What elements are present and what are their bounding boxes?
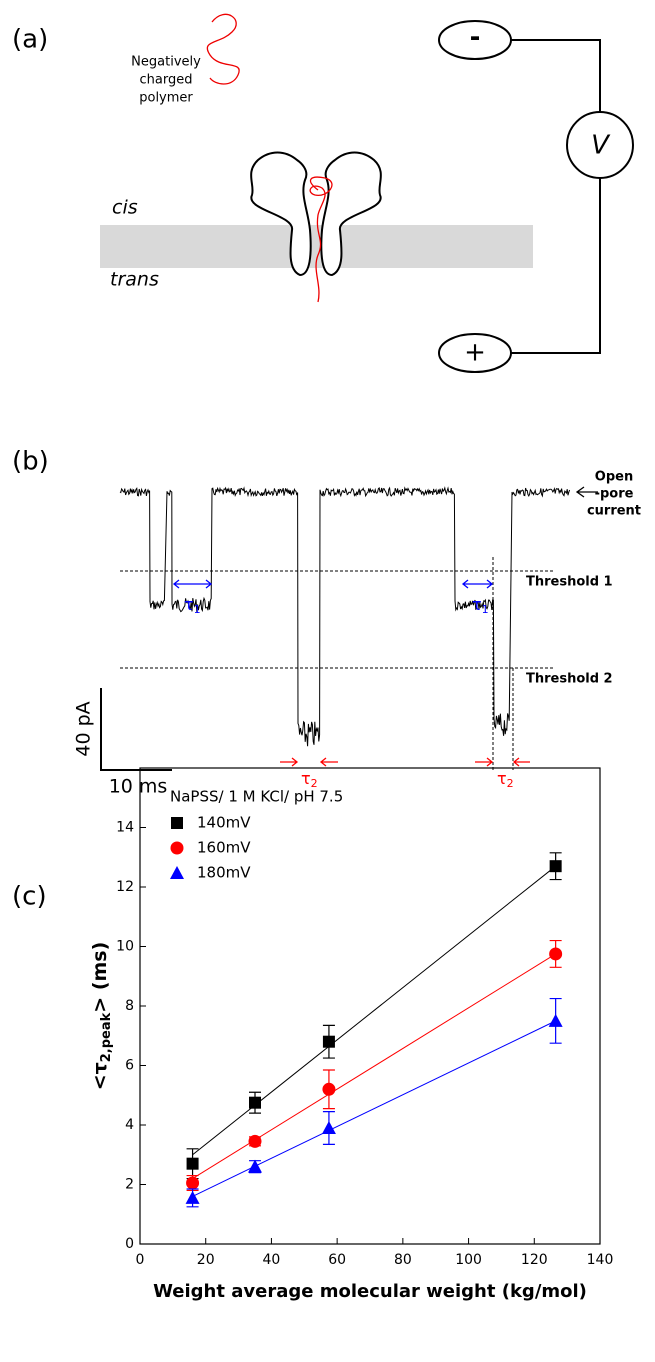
marker xyxy=(549,860,562,873)
tau-symbol: τ xyxy=(301,769,311,788)
y-label-part: > (ms) xyxy=(89,942,111,1013)
voltage-label: V xyxy=(591,131,611,161)
legend-title: NaPSS/ 1 M KCl/ pH 7.5 xyxy=(170,788,343,806)
marker xyxy=(249,1096,261,1109)
y-tick-label: 8 xyxy=(125,998,134,1014)
panel-label: (a) xyxy=(12,25,48,55)
tau-subscript: 1 xyxy=(482,603,489,616)
tau2-label: τ2 xyxy=(497,769,514,791)
x-tick-label: 0 xyxy=(136,1252,145,1268)
marker xyxy=(170,866,184,879)
polymer-in-pore xyxy=(309,176,333,303)
fit-line xyxy=(192,865,556,1156)
y-tick-label: 14 xyxy=(116,820,134,836)
electrode xyxy=(438,20,512,60)
panel-b: (b) Open -pore current Threshold 1 Thres… xyxy=(12,447,641,798)
y-tick-label: 4 xyxy=(125,1117,134,1133)
pore-half xyxy=(320,151,382,277)
panel-c: (c) 0 20 40 60 80 100 120 140 0 2 4 6 8 10 12 14 Weight a… xyxy=(12,767,614,1302)
marker xyxy=(171,817,183,829)
marker xyxy=(322,1035,335,1048)
tau1-arrows xyxy=(172,579,494,589)
electrode xyxy=(438,333,512,373)
x-tick-label: 140 xyxy=(587,1252,614,1268)
tau-symbol: τ xyxy=(472,595,482,614)
scale-bar xyxy=(100,688,172,771)
marker xyxy=(548,1013,563,1027)
polymer-label: charged xyxy=(140,73,193,88)
tau2-arrows xyxy=(280,757,530,767)
open-pore-label: -pore xyxy=(595,487,634,502)
open-pore-label: current xyxy=(587,504,641,519)
x-tick-label: 60 xyxy=(328,1252,346,1268)
open-pore-label: Open xyxy=(595,470,633,485)
fit-line xyxy=(192,953,556,1179)
marker xyxy=(321,1120,336,1134)
y-axis-label: <τ2,peak> (ms) xyxy=(89,942,114,1091)
y-tick-label: 6 xyxy=(125,1058,134,1074)
x-tick-label: 40 xyxy=(263,1252,281,1268)
polymer xyxy=(206,13,240,85)
tau-symbol: τ xyxy=(184,595,194,614)
tau-subscript: 2 xyxy=(507,777,514,790)
marker xyxy=(170,841,184,855)
x-tick-label: 80 xyxy=(394,1252,412,1268)
y-label-subscript: 2,peak xyxy=(99,1012,114,1062)
panel-label: (b) xyxy=(12,447,49,477)
legend-label: 160mV xyxy=(197,839,251,857)
legend-label: 140mV xyxy=(197,814,251,832)
minus-sign: - xyxy=(470,23,481,53)
x-tick-label: 100 xyxy=(455,1252,482,1268)
legend-label: 180mV xyxy=(197,864,251,882)
threshold-label: Threshold 1 xyxy=(526,575,613,590)
y-tick-label: 2 xyxy=(125,1177,134,1193)
current-trace xyxy=(119,486,571,747)
panel-label: (c) xyxy=(12,882,47,912)
voltmeter xyxy=(566,111,634,179)
tau1-label: τ1 xyxy=(184,595,201,617)
tau-subscript: 1 xyxy=(194,603,201,616)
plus-sign: + xyxy=(464,338,486,368)
marker xyxy=(322,1082,336,1096)
y-label-part: <τ xyxy=(89,1062,111,1090)
circuit-wire xyxy=(510,39,601,354)
arrow xyxy=(575,486,598,498)
x-axis-label: Weight average molecular weight (kg/mol) xyxy=(153,1281,587,1302)
tau-subscript: 2 xyxy=(311,777,318,790)
fit-line xyxy=(192,1020,556,1197)
y-tick-label: 12 xyxy=(116,879,134,895)
scale-x-label: 10 ms xyxy=(109,776,168,798)
panel-a: (a) Negatively charged polymer cis trans… xyxy=(12,13,634,373)
polymer-label: Negatively xyxy=(131,55,201,70)
marker xyxy=(186,1157,199,1170)
tau2-label: τ2 xyxy=(301,769,318,791)
x-tick-label: 120 xyxy=(521,1252,548,1268)
marker xyxy=(248,1134,262,1148)
marker xyxy=(185,1190,200,1204)
polymer-label: polymer xyxy=(139,91,193,106)
threshold-label: Threshold 2 xyxy=(526,672,613,687)
tau1-label: τ1 xyxy=(472,595,489,617)
y-tick-label: 0 xyxy=(125,1236,134,1252)
marker xyxy=(248,1159,262,1173)
cis-label: cis xyxy=(112,197,138,219)
x-tick-label: 20 xyxy=(197,1252,215,1268)
pore-half xyxy=(250,151,312,277)
marker xyxy=(549,947,563,961)
y-tick-label: 10 xyxy=(116,939,134,955)
scale-y-label: 40 pA xyxy=(73,701,95,756)
marker xyxy=(186,1176,200,1190)
trans-label: trans xyxy=(110,269,159,291)
tau-symbol: τ xyxy=(497,769,507,788)
